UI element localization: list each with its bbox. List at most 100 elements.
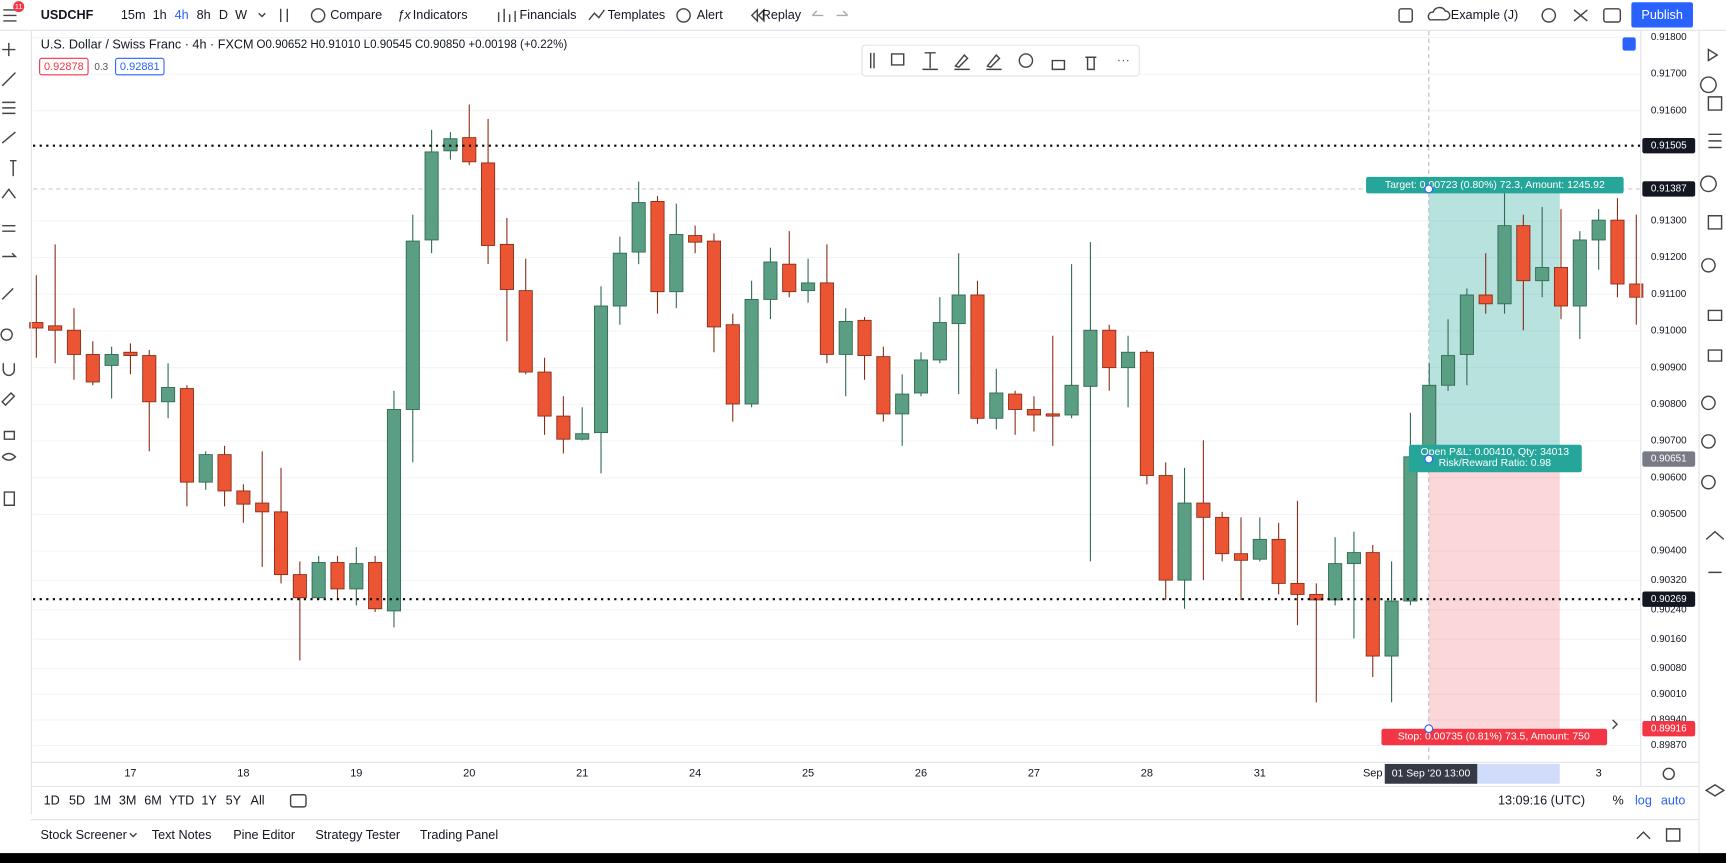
- candle-body: [1271, 538, 1286, 584]
- x-tick-label: 26: [915, 768, 927, 780]
- range[interactable]: 6M: [144, 794, 162, 808]
- candle-body: [556, 415, 571, 440]
- y-tick-label: 0.90240: [1651, 604, 1687, 615]
- rr-text: Risk/Reward Ratio: 0.98: [1439, 458, 1552, 469]
- compare-button[interactable]: Compare: [330, 8, 382, 22]
- profit-zone: [1428, 188, 1560, 460]
- undo-redo[interactable]: [811, 10, 849, 17]
- candle-body: [236, 490, 251, 505]
- candle-body: [255, 502, 270, 513]
- scroll-right[interactable]: [1612, 719, 1619, 730]
- publish-bg[interactable]: [1631, 2, 1693, 28]
- alert-button[interactable]: Alert: [697, 8, 723, 22]
- ohlc-values: O0.90652 H0.91010 L0.90545 C0.90850 +0.0…: [256, 39, 567, 51]
- candle-body: [1535, 267, 1550, 282]
- tab-caret[interactable]: [129, 832, 138, 838]
- range[interactable]: 5Y: [226, 794, 242, 808]
- position-handle: [1424, 184, 1434, 194]
- range[interactable]: 1D: [44, 794, 60, 808]
- candle-body: [292, 574, 307, 599]
- fx-icon: ƒx: [397, 8, 411, 22]
- pnl-box: [1408, 444, 1582, 473]
- buy-price[interactable]: 0.92881: [120, 61, 160, 73]
- tab[interactable]: Stock Screener: [40, 828, 126, 842]
- fullscreen-icon[interactable]: [1573, 9, 1588, 22]
- y-tick-label: 0.90500: [1651, 509, 1687, 520]
- price-label: 0.91505: [1651, 140, 1687, 151]
- y-tick-label: 0.91200: [1651, 252, 1687, 263]
- y-tick-label: 0.90800: [1651, 399, 1687, 410]
- x-tick-label: 28: [1141, 768, 1153, 780]
- y-tick-label: 0.89870: [1651, 740, 1687, 751]
- candle-body: [161, 387, 176, 403]
- candle-body: [66, 329, 82, 355]
- symbol-description: U.S. Dollar / Swiss Franc · 4h · FXCM: [41, 37, 254, 51]
- templates-icon: [588, 9, 605, 21]
- interval[interactable]: 1h: [153, 8, 167, 22]
- interval[interactable]: 4h: [175, 8, 189, 22]
- x-tick-label: 31: [1254, 768, 1266, 780]
- financials-button[interactable]: Financials: [520, 8, 577, 22]
- candle-body: [1572, 239, 1587, 307]
- x-cursor-label: 01 Sep '20 13:00: [1392, 769, 1471, 780]
- templates-button[interactable]: Templates: [608, 8, 666, 22]
- candle-body: [782, 263, 797, 293]
- symbol[interactable]: USDCHF: [41, 8, 94, 22]
- candle-body: [217, 454, 232, 492]
- range[interactable]: 5D: [69, 794, 85, 808]
- range[interactable]: YTD: [169, 794, 194, 808]
- candle-body: [481, 162, 496, 246]
- tab[interactable]: Trading Panel: [420, 828, 498, 842]
- panel-icons[interactable]: [1700, 48, 1726, 797]
- y-tick-label: 0.90700: [1651, 436, 1687, 447]
- snapshot-icon[interactable]: [1603, 8, 1622, 23]
- interval[interactable]: 8h: [197, 8, 211, 22]
- replay-button[interactable]: Replay: [762, 8, 802, 22]
- tab[interactable]: Strategy Tester: [315, 828, 400, 842]
- candle-body: [593, 305, 609, 434]
- candle-body: [706, 240, 722, 328]
- range[interactable]: All: [251, 794, 265, 808]
- interval[interactable]: D: [219, 8, 228, 22]
- axis-settings[interactable]: [1662, 767, 1675, 781]
- settings-icon[interactable]: [1541, 8, 1557, 23]
- chart-style-icon[interactable]: [258, 8, 289, 23]
- candle-body: [499, 243, 514, 290]
- buy-box[interactable]: [115, 57, 165, 76]
- settings-icon[interactable]: [1018, 53, 1034, 68]
- range[interactable]: 1M: [94, 794, 112, 808]
- layout-name[interactable]: Example (J): [1451, 8, 1518, 22]
- range[interactable]: 3M: [119, 794, 137, 808]
- candle-body: [1629, 283, 1644, 298]
- candle-body: [311, 562, 326, 599]
- drawing-tools[interactable]: [0, 42, 18, 506]
- drawing-tool-icons[interactable]: [869, 52, 1129, 71]
- percent-toggle[interactable]: %: [1613, 794, 1624, 808]
- pnl-text: Open P&L: 0.00410, Qty: 34013: [1421, 447, 1570, 458]
- x-tick-label: 25: [802, 768, 814, 780]
- taskbar-strip: [0, 853, 1726, 863]
- y-tick-label: 0.90160: [1651, 634, 1687, 645]
- tab[interactable]: Pine Editor: [233, 828, 295, 842]
- badge: [13, 1, 25, 13]
- auto-toggle[interactable]: auto: [1661, 794, 1686, 808]
- sell-box[interactable]: [39, 57, 89, 76]
- candle-body: [198, 454, 213, 483]
- panel-controls[interactable]: [1636, 828, 1681, 842]
- publish-button[interactable]: Publish: [1641, 8, 1682, 22]
- candle-body: [1441, 355, 1456, 386]
- candle-body: [1591, 219, 1606, 241]
- layout-icon[interactable]: [1398, 8, 1413, 23]
- goto-date[interactable]: [289, 794, 307, 808]
- x-tick-label: Sep: [1363, 768, 1383, 780]
- interval[interactable]: W: [235, 8, 247, 22]
- indicators-button[interactable]: Indicators: [413, 8, 468, 22]
- range[interactable]: 1Y: [201, 794, 217, 808]
- interval[interactable]: 15m: [121, 8, 146, 22]
- sell-price[interactable]: 0.92878: [44, 61, 84, 73]
- right-toolbar: [1698, 30, 1726, 863]
- log-toggle[interactable]: log: [1635, 794, 1652, 808]
- object-tree-toggle[interactable]: [1622, 37, 1636, 51]
- candle-body: [575, 433, 590, 440]
- tab[interactable]: Text Notes: [152, 828, 212, 842]
